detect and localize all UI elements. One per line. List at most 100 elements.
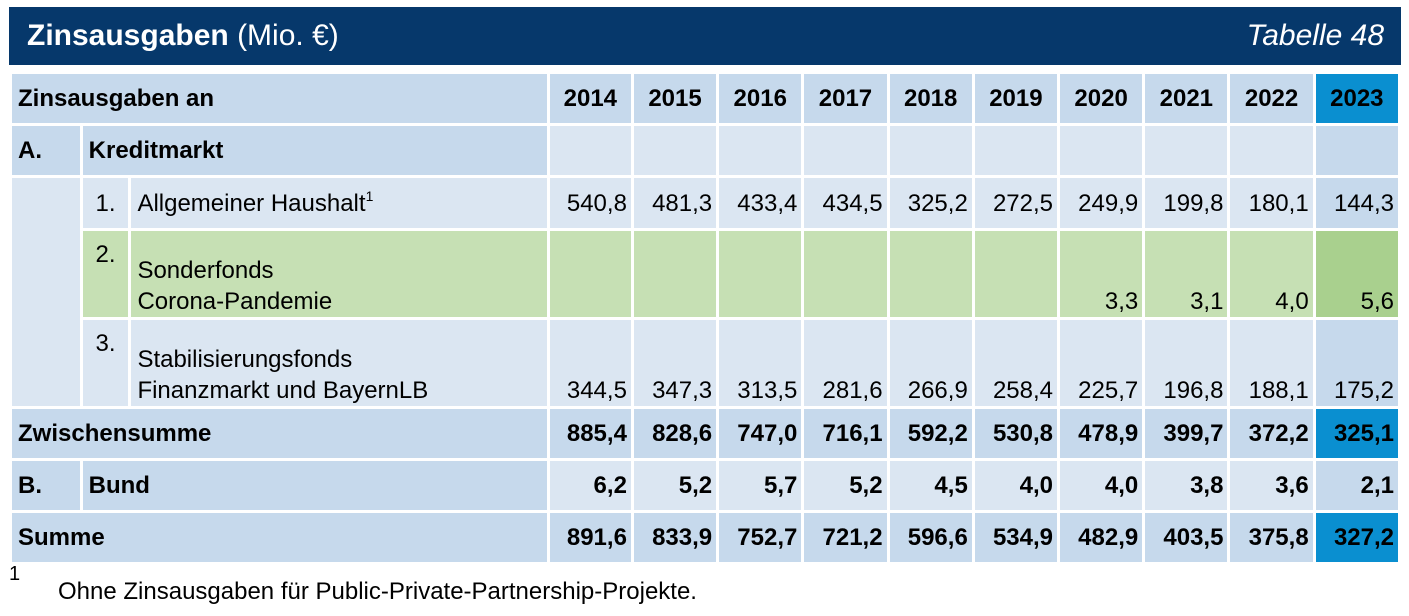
value-cell: 266,9 (889, 320, 972, 406)
row-number: 3. (82, 320, 129, 406)
value-cell (974, 231, 1058, 317)
year-header: 2014 (549, 74, 631, 123)
value-cell: 530,8 (974, 409, 1058, 458)
value-cell: 716,1 (804, 409, 887, 458)
total-label: Summe (12, 513, 547, 562)
value-cell (549, 231, 631, 317)
row-label: Sonderfonds Corona-Pandemie (131, 231, 547, 317)
value-cell: 188,1 (1230, 320, 1313, 406)
row-number: 2. (82, 231, 129, 317)
value-cell (804, 231, 887, 317)
row-number: 1. (82, 178, 129, 228)
section-b-row: B. Bund 6,2 5,2 5,7 5,2 4,5 4,0 4,0 3,8 … (12, 461, 1398, 510)
value-cell (889, 231, 972, 317)
value-cell: 721,2 (804, 513, 887, 562)
value-cell (719, 231, 802, 317)
footnote-text: Ohne Zinsausgaben für Public-Private-Par… (58, 578, 697, 605)
value-cell-highlight: 5,6 (1315, 231, 1398, 317)
table-title-bar: Zinsausgaben (Mio. €) Tabelle 48 (9, 7, 1401, 65)
value-cell: 4,0 (1060, 461, 1143, 510)
footnote-mark: 1 (9, 563, 21, 585)
year-header: 2019 (974, 74, 1058, 123)
value-cell: 372,2 (1230, 409, 1313, 458)
value-cell: 399,7 (1145, 409, 1228, 458)
value-cell: 4,5 (889, 461, 972, 510)
indent-cell (12, 178, 80, 406)
value-cell-highlight: 327,2 (1315, 513, 1398, 562)
value-cell: 433,4 (719, 178, 802, 228)
value-cell: 272,5 (974, 178, 1058, 228)
value-cell: 5,7 (719, 461, 802, 510)
subtotal-label: Zwischensumme (12, 409, 547, 458)
year-header: 2020 (1060, 74, 1143, 123)
year-header: 2021 (1145, 74, 1228, 123)
section-letter: A. (12, 126, 80, 175)
title-unit: (Mio. €) (237, 19, 339, 52)
total-row: Summe 891,6 833,9 752,7 721,2 596,6 534,… (12, 513, 1398, 562)
value-cell: 540,8 (549, 178, 631, 228)
value-cell: 747,0 (719, 409, 802, 458)
year-header-highlight: 2023 (1315, 74, 1398, 123)
row-label: Stabilisierungsfonds Finanzmarkt und Bay… (131, 320, 547, 406)
value-cell: 3,6 (1230, 461, 1313, 510)
table-title: Zinsausgaben (Mio. €) (27, 19, 339, 53)
value-cell: 3,8 (1145, 461, 1228, 510)
value-cell: 534,9 (974, 513, 1058, 562)
subtotal-row: Zwischensumme 885,4 828,6 747,0 716,1 59… (12, 409, 1398, 458)
value-cell-highlight: 325,1 (1315, 409, 1398, 458)
value-cell: 596,6 (889, 513, 972, 562)
value-cell: 885,4 (549, 409, 631, 458)
year-header: 2022 (1230, 74, 1313, 123)
value-cell: 5,2 (804, 461, 887, 510)
table-number: Tabelle 48 (1246, 19, 1384, 52)
value-cell: 752,7 (719, 513, 802, 562)
value-cell: 344,5 (549, 320, 631, 406)
value-cell: 833,9 (633, 513, 717, 562)
value-cell: 6,2 (549, 461, 631, 510)
year-header: 2018 (889, 74, 972, 123)
value-cell: 434,5 (804, 178, 887, 228)
value-cell: 478,9 (1060, 409, 1143, 458)
section-label: Kreditmarkt (82, 126, 547, 175)
value-cell: 592,2 (889, 409, 972, 458)
value-cell: 3,3 (1060, 231, 1143, 317)
value-cell-highlight: 175,2 (1315, 320, 1398, 406)
value-cell: 225,7 (1060, 320, 1143, 406)
table-row: 3. Stabilisierungsfonds Finanzmarkt und … (12, 320, 1398, 406)
interest-expenditure-table: Zinsausgaben an 2014 2015 2016 2017 2018… (9, 71, 1401, 565)
value-cell: 481,3 (633, 178, 717, 228)
title-main: Zinsausgaben (27, 19, 229, 52)
value-cell: 281,6 (804, 320, 887, 406)
section-label: Bund (82, 461, 547, 510)
table-header-row: Zinsausgaben an 2014 2015 2016 2017 2018… (12, 74, 1398, 123)
section-a-row: A. Kreditmarkt (12, 126, 1398, 175)
value-cell: 4,0 (1230, 231, 1313, 317)
value-cell: 482,9 (1060, 513, 1143, 562)
header-label: Zinsausgaben an (12, 74, 547, 123)
value-cell: 891,6 (549, 513, 631, 562)
value-cell: 4,0 (974, 461, 1058, 510)
value-cell: 403,5 (1145, 513, 1228, 562)
value-cell (633, 231, 717, 317)
table-row: 1. Allgemeiner Haushalt1 540,8 481,3 433… (12, 178, 1398, 406)
value-cell-highlight: 144,3 (1315, 178, 1398, 228)
value-cell: 180,1 (1230, 178, 1313, 228)
value-cell: 196,8 (1145, 320, 1228, 406)
value-cell: 828,6 (633, 409, 717, 458)
value-cell: 325,2 (889, 178, 972, 228)
table-row: 2. Sonderfonds Corona-Pandemie 3,3 3,1 4… (12, 231, 1398, 317)
value-cell-highlight: 2,1 (1315, 461, 1398, 510)
value-cell: 347,3 (633, 320, 717, 406)
value-cell: 5,2 (633, 461, 717, 510)
year-header: 2016 (719, 74, 802, 123)
footnote-ref: 1 (365, 187, 374, 204)
year-header: 2015 (633, 74, 717, 123)
value-cell: 249,9 (1060, 178, 1143, 228)
value-cell: 199,8 (1145, 178, 1228, 228)
value-cell: 375,8 (1230, 513, 1313, 562)
section-letter: B. (12, 461, 80, 510)
value-cell: 313,5 (719, 320, 802, 406)
year-header: 2017 (804, 74, 887, 123)
row-label: Allgemeiner Haushalt1 (131, 178, 547, 228)
value-cell: 258,4 (974, 320, 1058, 406)
